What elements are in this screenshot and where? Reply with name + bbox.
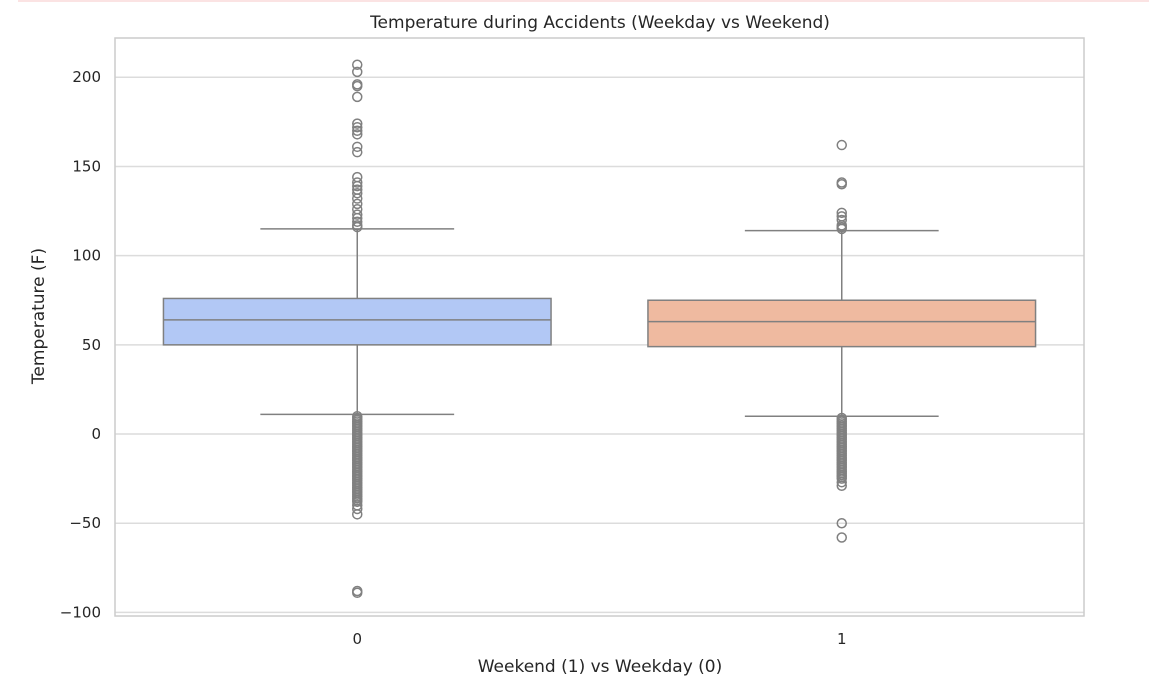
outlier-point [836, 476, 847, 488]
outlier-point [836, 223, 847, 235]
outlier-point [352, 146, 363, 158]
outlier-point [836, 480, 847, 492]
y-tick-label: −50 [69, 514, 101, 532]
x-tick-label: 1 [837, 630, 847, 648]
outlier-point [836, 139, 847, 151]
chart-title: Temperature during Accidents (Weekday vs… [369, 13, 830, 33]
x-tick-label: 0 [352, 630, 362, 648]
outlier-point [352, 198, 363, 210]
outlier-point [352, 177, 363, 188]
outlier-point [352, 503, 363, 515]
box-group-0 [162, 59, 552, 599]
outlier-point [836, 179, 847, 190]
plot-frame [114, 37, 1085, 617]
y-tick-label: 0 [91, 425, 101, 443]
outlier-point [352, 121, 363, 133]
outlier-point [352, 221, 363, 233]
outlier-point [352, 209, 363, 220]
outlier-point [352, 80, 363, 92]
outlier-point [836, 532, 847, 543]
outlier-point [352, 59, 363, 71]
outlier-point [352, 125, 363, 137]
outlier-point [352, 129, 363, 140]
outlier-point [352, 193, 363, 204]
y-axis-label: Temperature (F) [29, 248, 49, 385]
outlier-point [352, 187, 363, 199]
outlier-point [352, 496, 363, 508]
outlier-point [352, 66, 363, 78]
outlier-point [352, 509, 363, 520]
iqr-box [162, 297, 552, 346]
outlier-point [352, 587, 363, 599]
y-tick-label: 200 [72, 68, 101, 86]
outlier-point [836, 517, 847, 529]
boxes [162, 59, 1037, 599]
outlier-point [352, 141, 363, 153]
y-tick-label: 150 [72, 157, 101, 175]
iqr-box [647, 299, 1037, 348]
box-group-1 [647, 139, 1037, 543]
y-tick-label: 50 [82, 336, 101, 354]
outlier-point [352, 216, 363, 227]
x-axis-label: Weekend (1) vs Weekday (0) [478, 657, 723, 677]
outlier-point [836, 207, 847, 219]
top-border [18, 0, 1149, 2]
y-axis-ticks: −100 −50 0 50 100 150 200 [60, 68, 101, 621]
outlier-point [352, 91, 363, 103]
outlier-point [352, 118, 363, 129]
outlier-point [836, 473, 847, 484]
y-tick-label: 100 [72, 247, 101, 265]
y-tick-label: −100 [60, 603, 101, 621]
outlier-point [352, 180, 363, 192]
